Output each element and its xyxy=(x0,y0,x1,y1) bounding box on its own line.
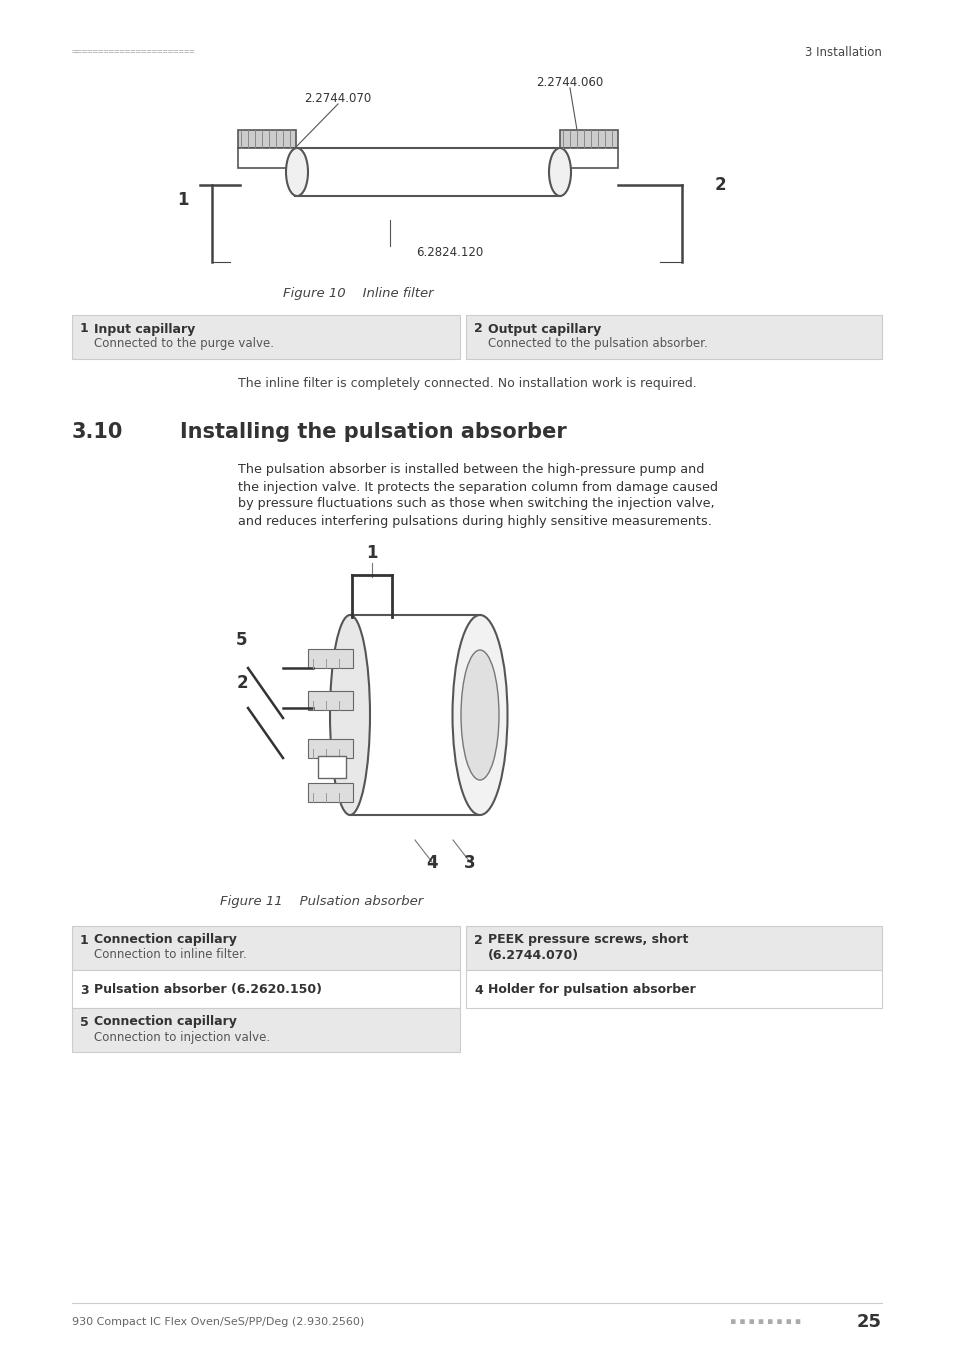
Bar xyxy=(559,148,618,167)
Ellipse shape xyxy=(548,148,571,196)
Bar xyxy=(237,148,295,167)
Bar xyxy=(308,649,353,668)
Text: 25: 25 xyxy=(856,1314,882,1331)
Text: 2: 2 xyxy=(236,674,248,693)
Bar xyxy=(294,148,559,196)
Text: Connection to inline filter.: Connection to inline filter. xyxy=(94,949,247,961)
Text: Connection to injection valve.: Connection to injection valve. xyxy=(94,1030,270,1044)
Bar xyxy=(308,691,353,710)
Text: 3 Installation: 3 Installation xyxy=(804,46,882,58)
Text: Connected to the purge valve.: Connected to the purge valve. xyxy=(94,338,274,351)
Text: Connection capillary: Connection capillary xyxy=(94,933,236,946)
Bar xyxy=(465,926,882,971)
Text: 4: 4 xyxy=(474,984,482,996)
Ellipse shape xyxy=(460,649,498,780)
Text: 930 Compact IC Flex Oven/SeS/PP/Deg (2.930.2560): 930 Compact IC Flex Oven/SeS/PP/Deg (2.9… xyxy=(71,1318,364,1327)
Ellipse shape xyxy=(330,616,370,815)
Text: ■ ■ ■ ■ ■ ■ ■ ■: ■ ■ ■ ■ ■ ■ ■ ■ xyxy=(730,1318,800,1327)
Text: Pulsation absorber (6.2620.150): Pulsation absorber (6.2620.150) xyxy=(94,984,322,996)
Text: 2.2744.070: 2.2744.070 xyxy=(304,92,372,104)
Bar xyxy=(237,130,295,148)
Bar xyxy=(71,1008,459,1052)
Text: and reduces interfering pulsations during highly sensitive measurements.: and reduces interfering pulsations durin… xyxy=(237,514,711,528)
Text: =======================: ======================= xyxy=(71,47,195,57)
Text: (6.2744.070): (6.2744.070) xyxy=(488,949,578,963)
Text: Input capillary: Input capillary xyxy=(94,323,195,336)
Bar xyxy=(308,783,353,802)
Bar xyxy=(71,315,459,359)
Text: 2: 2 xyxy=(474,323,482,336)
Bar xyxy=(559,130,618,148)
Text: the injection valve. It protects the separation column from damage caused: the injection valve. It protects the sep… xyxy=(237,481,718,494)
Text: 3: 3 xyxy=(80,984,89,996)
Ellipse shape xyxy=(452,616,507,815)
Text: 2: 2 xyxy=(714,176,725,194)
Bar xyxy=(71,926,459,971)
Text: Installing the pulsation absorber: Installing the pulsation absorber xyxy=(180,423,566,441)
Bar xyxy=(350,616,479,815)
Text: Output capillary: Output capillary xyxy=(488,323,600,336)
Text: Connection capillary: Connection capillary xyxy=(94,1015,236,1029)
Text: 5: 5 xyxy=(80,1015,89,1029)
Bar xyxy=(71,971,459,1008)
Text: The inline filter is completely connected. No installation work is required.: The inline filter is completely connecte… xyxy=(237,377,696,390)
Text: 2: 2 xyxy=(474,933,482,946)
Text: 3: 3 xyxy=(464,855,476,872)
Text: Holder for pulsation absorber: Holder for pulsation absorber xyxy=(488,984,695,996)
Bar xyxy=(465,315,882,359)
Text: 2.2744.060: 2.2744.060 xyxy=(536,76,603,89)
Text: 4: 4 xyxy=(426,855,437,872)
Text: PEEK pressure screws, short: PEEK pressure screws, short xyxy=(488,933,688,946)
Text: by pressure fluctuations such as those when switching the injection valve,: by pressure fluctuations such as those w… xyxy=(237,498,714,510)
Bar xyxy=(308,738,353,757)
Text: 1: 1 xyxy=(80,933,89,946)
Text: 3.10: 3.10 xyxy=(71,423,123,441)
Text: The pulsation absorber is installed between the high-pressure pump and: The pulsation absorber is installed betw… xyxy=(237,463,703,477)
Text: Connected to the pulsation absorber.: Connected to the pulsation absorber. xyxy=(488,338,707,351)
Text: Figure 11    Pulsation absorber: Figure 11 Pulsation absorber xyxy=(220,895,423,909)
Bar xyxy=(465,971,882,1008)
Text: 6.2824.120: 6.2824.120 xyxy=(416,246,483,258)
Text: Figure 10    Inline filter: Figure 10 Inline filter xyxy=(282,286,433,300)
Text: 1: 1 xyxy=(177,190,189,209)
Ellipse shape xyxy=(286,148,308,196)
Text: 1: 1 xyxy=(366,544,377,562)
Text: 5: 5 xyxy=(236,630,248,649)
Text: 1: 1 xyxy=(80,323,89,336)
Bar xyxy=(317,756,346,778)
